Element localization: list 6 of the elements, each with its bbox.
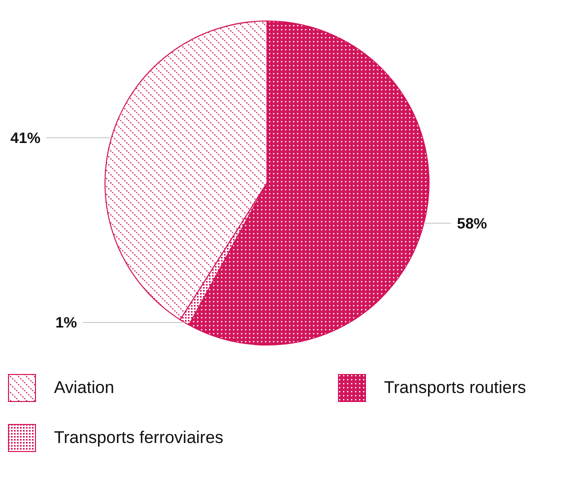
legend-label: Transports ferroviaires: [54, 428, 224, 448]
data-label: 58%: [457, 216, 488, 233]
data-label: 1%: [55, 314, 77, 332]
legend-label: Aviation: [54, 378, 114, 398]
data-label: 41%: [10, 130, 40, 148]
legend-label: Transports routiers: [384, 378, 526, 398]
